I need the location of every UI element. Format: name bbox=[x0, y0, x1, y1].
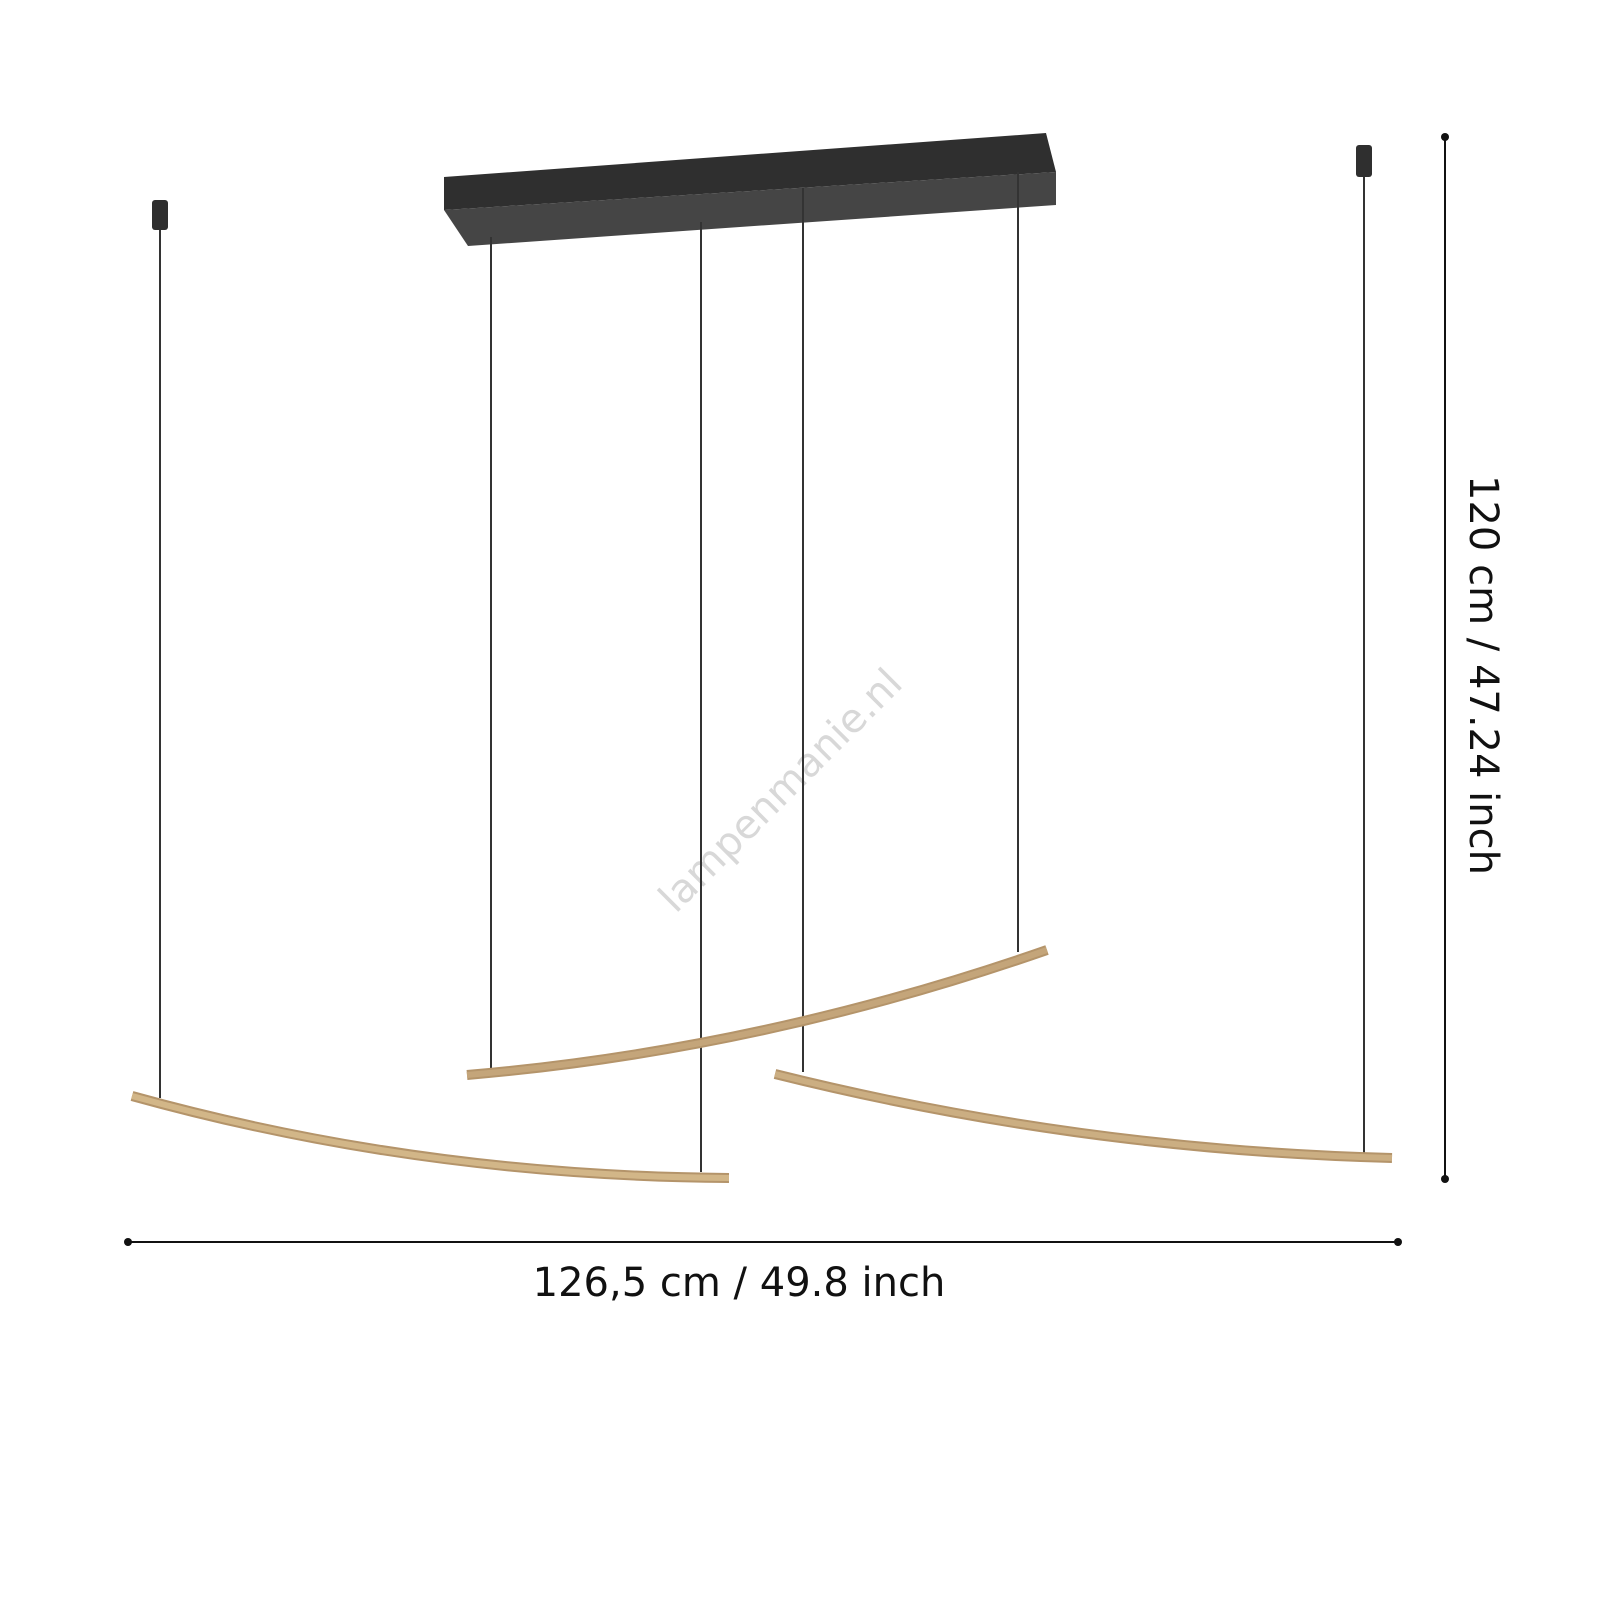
ceiling-canopy bbox=[444, 133, 1056, 246]
light-bars bbox=[130, 945, 1393, 1183]
height-dimension: 120 cm / 47.24 inch bbox=[1441, 133, 1506, 1183]
left-ceiling-cap bbox=[152, 200, 168, 230]
right-ceiling-cap bbox=[1356, 145, 1372, 177]
suspension-wires bbox=[159, 172, 1365, 1172]
height-label: 120 cm / 47.24 inch bbox=[1460, 475, 1506, 875]
width-dimension: 126,5 cm / 49.8 inch bbox=[124, 1238, 1402, 1306]
width-label: 126,5 cm / 49.8 inch bbox=[533, 1260, 946, 1306]
light-bar-right bbox=[773, 1069, 1393, 1163]
light-bar-left bbox=[130, 1091, 730, 1183]
watermark: lampenmanie.nl bbox=[650, 660, 911, 921]
light-bar-middle bbox=[466, 945, 1049, 1080]
